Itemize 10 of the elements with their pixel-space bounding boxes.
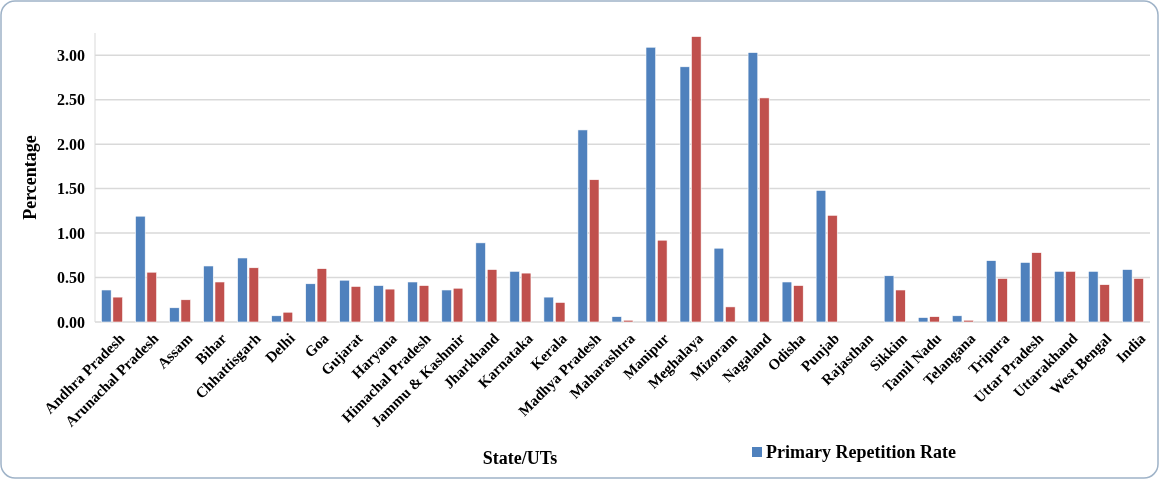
legend-label: Primary Repetition Rate [766,442,956,463]
y-tick-label: 0.00 [57,313,85,331]
y-tick-label: 3.00 [57,46,85,64]
y-tick-label: 0.50 [57,269,85,287]
y-tick-label: 2.00 [57,135,85,153]
y-tick-label: 1.50 [57,180,85,198]
y-tick-label: 2.50 [57,91,85,109]
y-axis-title: Percentage [20,135,40,220]
x-axis-title: State/UTs [482,448,558,468]
y-tick-label: 1.00 [57,224,85,242]
